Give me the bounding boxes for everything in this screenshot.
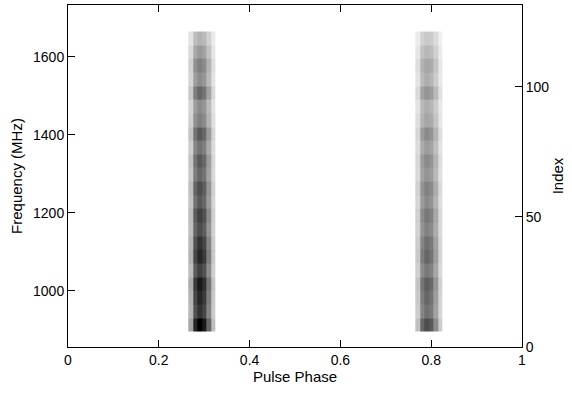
svg-text:1400: 1400 xyxy=(33,127,64,143)
svg-text:1: 1 xyxy=(518,352,526,368)
svg-text:0.4: 0.4 xyxy=(240,352,260,368)
svg-text:0.2: 0.2 xyxy=(149,352,169,368)
svg-text:0: 0 xyxy=(526,339,534,355)
svg-text:0: 0 xyxy=(64,352,72,368)
svg-text:Pulse Phase: Pulse Phase xyxy=(253,368,337,385)
svg-text:1200: 1200 xyxy=(33,205,64,221)
svg-text:1000: 1000 xyxy=(33,283,64,299)
svg-text:100: 100 xyxy=(526,79,550,95)
svg-text:Frequency (MHz): Frequency (MHz) xyxy=(8,118,25,234)
svg-text:0.6: 0.6 xyxy=(331,352,351,368)
svg-text:0.8: 0.8 xyxy=(421,352,441,368)
svg-text:1600: 1600 xyxy=(33,49,64,65)
svg-text:50: 50 xyxy=(526,209,542,225)
svg-text:Index: Index xyxy=(549,157,566,194)
